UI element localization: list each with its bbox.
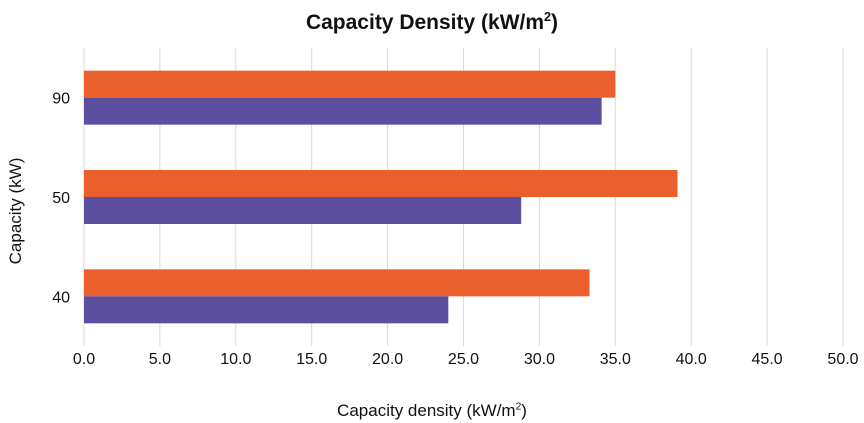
- bar-40-series-1: [84, 269, 590, 297]
- bar-50-series-1: [84, 170, 678, 197]
- x-tick-label: 15.0: [296, 351, 327, 368]
- x-tick-label: 35.0: [600, 351, 631, 368]
- x-tick-label: 10.0: [220, 351, 251, 368]
- x-axis-label: Capacity density (kW/m2): [337, 401, 527, 420]
- y-tick-label: 50: [52, 190, 70, 207]
- bar-40-series-2: [84, 296, 449, 324]
- x-tick-label: 25.0: [448, 351, 479, 368]
- bar-90-series-2: [84, 97, 602, 125]
- bar-90-series-1: [84, 70, 616, 98]
- x-tick-label: 20.0: [372, 351, 403, 368]
- x-tick-label: 45.0: [752, 351, 783, 368]
- y-axis-label: Capacity (kW): [6, 157, 25, 265]
- x-tick-label: 0.0: [73, 351, 95, 368]
- x-tick-label: 50.0: [827, 351, 858, 368]
- bar-50-series-2: [84, 197, 522, 224]
- chart-title: Capacity Density (kW/m2): [305, 10, 559, 34]
- y-tick-label: 90: [52, 91, 70, 108]
- x-tick-label: 40.0: [676, 351, 707, 368]
- x-tick-label: 5.0: [149, 351, 171, 368]
- x-tick-label: 30.0: [524, 351, 555, 368]
- y-tick-label: 40: [52, 289, 70, 306]
